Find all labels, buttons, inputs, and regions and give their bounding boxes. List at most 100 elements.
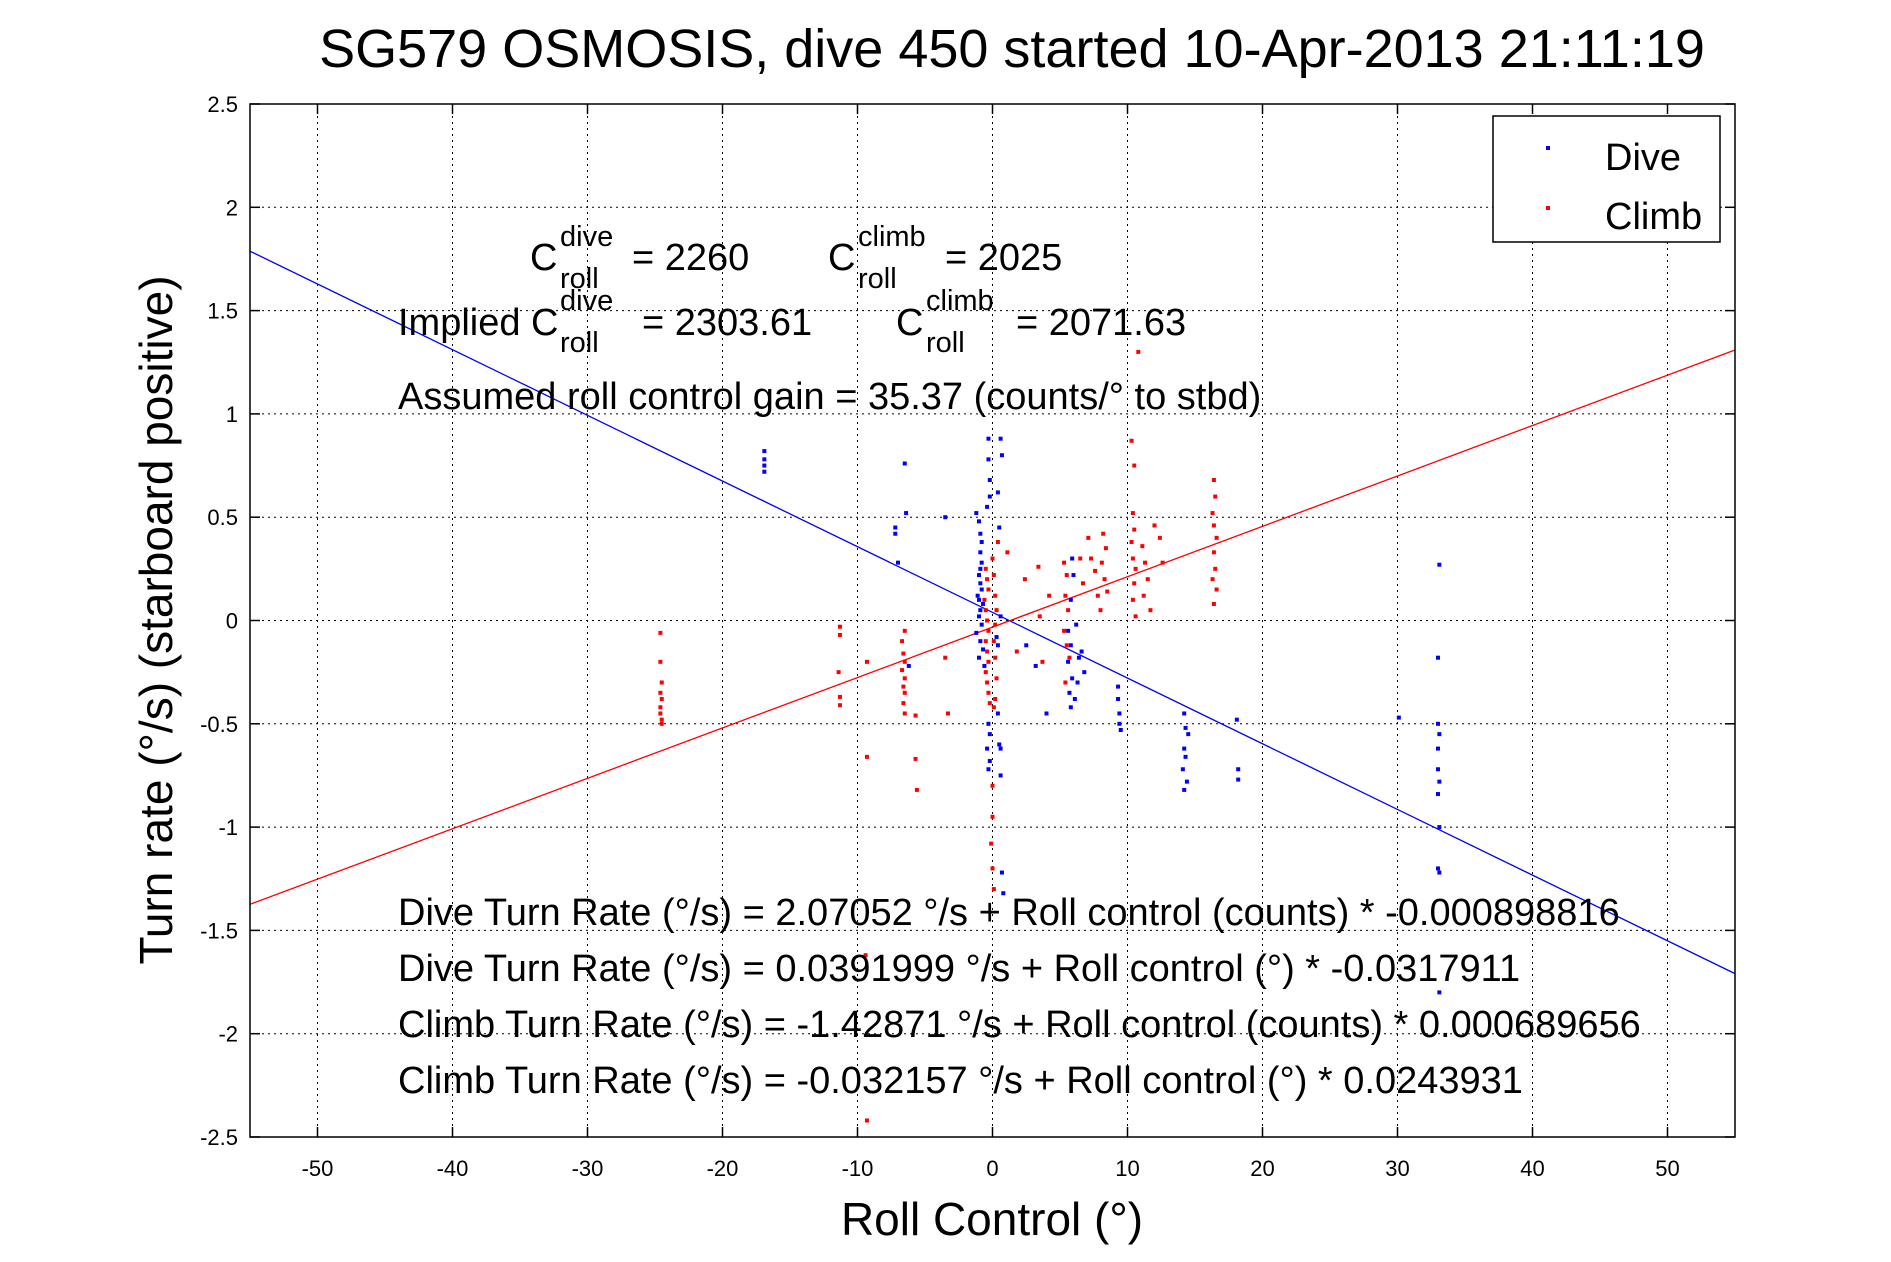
equation-dive-counts: Dive Turn Rate (°/s) = 2.07052 °/s + Rol… bbox=[398, 892, 1620, 934]
c-climb-base: C bbox=[828, 237, 855, 279]
x-tick-label: 20 bbox=[1250, 1156, 1274, 1181]
data-point bbox=[1024, 643, 1029, 648]
data-point bbox=[1005, 550, 1010, 555]
data-point bbox=[979, 560, 984, 565]
data-point bbox=[993, 593, 998, 598]
data-point bbox=[943, 515, 948, 520]
equation-climb-degrees: Climb Turn Rate (°/s) = -0.032157 °/s + … bbox=[398, 1060, 1523, 1102]
data-point bbox=[1117, 721, 1122, 726]
data-point bbox=[985, 680, 990, 685]
data-point bbox=[993, 697, 998, 702]
data-point bbox=[1102, 577, 1107, 582]
c-dive-base: C bbox=[530, 237, 557, 279]
data-point bbox=[1136, 349, 1141, 354]
data-point bbox=[1236, 767, 1241, 772]
data-point bbox=[658, 705, 663, 710]
data-point bbox=[1213, 494, 1218, 499]
data-point bbox=[864, 659, 869, 664]
data-point bbox=[893, 525, 898, 530]
data-point bbox=[986, 457, 991, 462]
data-point bbox=[945, 711, 950, 716]
data-point bbox=[1211, 478, 1216, 483]
data-point bbox=[1436, 746, 1440, 751]
data-point bbox=[991, 887, 996, 892]
scatter-points bbox=[658, 349, 1442, 1123]
data-point bbox=[896, 560, 900, 565]
data-point bbox=[902, 676, 907, 681]
data-point bbox=[983, 639, 988, 644]
data-point bbox=[913, 713, 918, 718]
data-point bbox=[985, 504, 990, 509]
legend-dive-marker bbox=[1546, 146, 1550, 150]
data-point bbox=[837, 624, 842, 629]
data-point bbox=[998, 746, 1003, 751]
data-point bbox=[1066, 659, 1071, 664]
data-point bbox=[1071, 573, 1076, 578]
data-point bbox=[986, 721, 991, 726]
data-point bbox=[994, 635, 999, 640]
data-point bbox=[994, 676, 999, 681]
data-point bbox=[1436, 792, 1440, 797]
data-point bbox=[994, 608, 999, 613]
data-point bbox=[974, 630, 979, 635]
x-tick-label: -30 bbox=[572, 1156, 604, 1181]
data-point bbox=[1082, 670, 1087, 675]
grid-lines bbox=[250, 104, 1735, 1137]
data-point bbox=[1001, 891, 1006, 896]
data-point bbox=[1183, 754, 1188, 759]
data-point bbox=[904, 511, 909, 516]
data-point bbox=[1133, 566, 1138, 571]
data-point bbox=[983, 670, 988, 675]
chart-title: SG579 OSMOSIS, dive 450 started 10-Apr-2… bbox=[319, 19, 1705, 79]
data-point bbox=[990, 814, 995, 819]
data-point bbox=[987, 478, 992, 483]
data-point bbox=[1234, 717, 1239, 722]
data-point bbox=[1068, 597, 1073, 602]
fit-lines bbox=[249, 250, 1736, 975]
data-point bbox=[837, 632, 842, 637]
x-tick-label: 40 bbox=[1520, 1156, 1544, 1181]
data-point bbox=[1236, 777, 1241, 782]
data-point bbox=[982, 597, 987, 602]
data-point bbox=[658, 711, 663, 716]
data-point bbox=[998, 773, 1003, 778]
x-tick-label: -40 bbox=[437, 1156, 469, 1181]
data-point bbox=[1047, 593, 1052, 598]
data-point bbox=[1180, 767, 1185, 772]
x-tick-label: 0 bbox=[986, 1156, 998, 1181]
implied-climb-annotation: C climb roll = 2071.63 bbox=[896, 285, 1186, 359]
c-dive-sup: dive bbox=[560, 221, 613, 253]
data-point bbox=[986, 436, 991, 441]
data-point bbox=[1437, 870, 1442, 875]
x-tick-label: -50 bbox=[302, 1156, 334, 1181]
data-point bbox=[762, 463, 767, 468]
data-point bbox=[985, 649, 990, 654]
data-point bbox=[1074, 622, 1079, 627]
data-point bbox=[1118, 727, 1123, 732]
data-point bbox=[1437, 779, 1442, 784]
data-point bbox=[1070, 676, 1075, 681]
y-tick-labels: -2.5 -2 -1.5 -1 -0.5 0 0.5 1 1.5 2 2.5 bbox=[200, 92, 238, 1150]
implied-dive-annotation: Implied C dive roll = 2303.61 bbox=[398, 285, 812, 359]
data-point bbox=[1210, 511, 1215, 516]
data-point bbox=[1093, 568, 1098, 573]
data-point bbox=[1186, 732, 1191, 737]
data-point bbox=[1070, 556, 1075, 561]
data-point bbox=[974, 511, 979, 516]
data-point bbox=[998, 614, 1003, 619]
data-point bbox=[1095, 593, 1100, 598]
data-point bbox=[1064, 573, 1069, 578]
data-point bbox=[982, 663, 987, 668]
y-tick-label: 2 bbox=[226, 195, 238, 220]
x-tick-label: -20 bbox=[707, 1156, 739, 1181]
dive-fit-line bbox=[249, 250, 1736, 975]
y-tick-label: 1.5 bbox=[207, 299, 238, 324]
y-tick-label: -2 bbox=[218, 1022, 238, 1047]
data-point bbox=[978, 531, 983, 536]
implied-dive-sub: roll bbox=[560, 327, 599, 359]
data-point bbox=[1132, 527, 1137, 532]
legend-dive-label: Dive bbox=[1605, 137, 1681, 179]
data-point bbox=[943, 655, 948, 660]
data-point bbox=[1129, 438, 1134, 443]
data-point bbox=[997, 742, 1002, 747]
